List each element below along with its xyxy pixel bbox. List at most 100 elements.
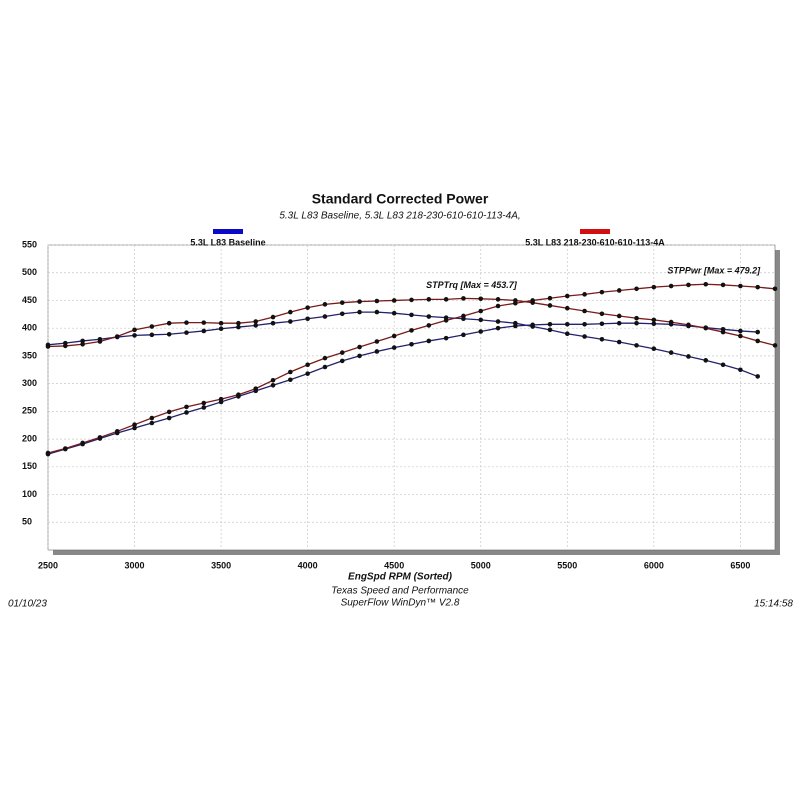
y-tick-label: 250 bbox=[22, 406, 37, 416]
data-point bbox=[686, 282, 691, 288]
data-point bbox=[755, 329, 760, 335]
data-point bbox=[270, 378, 276, 383]
data-point bbox=[478, 329, 484, 334]
y-tick-label: 150 bbox=[22, 461, 37, 471]
x-tick-label: 5500 bbox=[557, 560, 577, 570]
footer: Texas Speed and Performance bbox=[331, 586, 469, 597]
data-point bbox=[322, 364, 328, 370]
data-point bbox=[616, 320, 622, 326]
data-point bbox=[634, 343, 639, 348]
data-point bbox=[391, 345, 397, 350]
data-point bbox=[599, 289, 605, 295]
data-point bbox=[547, 327, 553, 333]
data-point bbox=[547, 303, 553, 308]
data-point bbox=[45, 344, 51, 349]
x-tick-label: 4500 bbox=[384, 560, 404, 570]
data-point bbox=[426, 323, 432, 328]
y-tick-label: 550 bbox=[22, 239, 37, 249]
data-point bbox=[426, 297, 432, 302]
data-point bbox=[616, 288, 622, 293]
data-point bbox=[582, 292, 587, 297]
data-point bbox=[305, 316, 310, 322]
data-point bbox=[409, 297, 414, 303]
data-point bbox=[755, 374, 760, 379]
data-point bbox=[236, 392, 241, 398]
x-tick-label: 4000 bbox=[298, 560, 318, 570]
data-point bbox=[114, 429, 120, 434]
data-point bbox=[755, 284, 760, 290]
data-point bbox=[651, 321, 657, 327]
data-point bbox=[599, 311, 605, 317]
data-point bbox=[703, 325, 709, 331]
data-point bbox=[288, 309, 293, 315]
data-point bbox=[201, 400, 207, 406]
data-point bbox=[634, 320, 639, 326]
data-point bbox=[686, 322, 691, 328]
y-tick-label: 350 bbox=[22, 350, 37, 360]
data-point bbox=[63, 343, 68, 349]
data-point bbox=[651, 284, 657, 290]
data-point bbox=[270, 314, 276, 320]
data-point bbox=[184, 330, 189, 335]
y-tick-label: 400 bbox=[22, 323, 37, 333]
data-point bbox=[288, 369, 293, 375]
data-point bbox=[634, 315, 639, 321]
data-point bbox=[634, 286, 639, 292]
y-tick-label: 50 bbox=[22, 517, 32, 527]
annotation: STPTrq [Max = 453.7] bbox=[426, 280, 518, 290]
data-point bbox=[409, 328, 414, 333]
data-point bbox=[495, 319, 501, 324]
y-tick-label: 500 bbox=[22, 267, 37, 277]
data-point bbox=[426, 314, 432, 319]
x-tick-label: 2500 bbox=[38, 560, 58, 570]
data-point bbox=[201, 328, 207, 334]
data-point bbox=[288, 377, 293, 383]
data-point bbox=[288, 319, 293, 324]
data-point bbox=[599, 336, 605, 342]
data-point bbox=[738, 367, 743, 373]
data-point bbox=[166, 409, 172, 415]
data-line bbox=[47, 322, 758, 455]
data-point bbox=[495, 297, 501, 302]
data-point bbox=[668, 283, 674, 289]
data-point bbox=[495, 325, 501, 331]
data-point bbox=[616, 313, 622, 319]
data-point bbox=[305, 371, 310, 376]
legend-swatch bbox=[580, 229, 610, 234]
data-point bbox=[651, 346, 657, 352]
data-point bbox=[149, 324, 155, 329]
data-point bbox=[582, 334, 587, 339]
data-point bbox=[149, 415, 155, 421]
data-point bbox=[97, 339, 103, 344]
data-point bbox=[322, 302, 328, 307]
data-point bbox=[513, 300, 518, 306]
legend-label: 5.3L L83 218-230-610-610-113-4A bbox=[525, 237, 665, 247]
data-point bbox=[409, 312, 414, 318]
data-point bbox=[374, 298, 380, 304]
data-point bbox=[63, 446, 68, 451]
data-point bbox=[236, 320, 241, 326]
x-tick-label: 6500 bbox=[730, 560, 750, 570]
data-point bbox=[426, 338, 432, 344]
data-point bbox=[132, 425, 137, 431]
data-point bbox=[755, 338, 760, 344]
data-point bbox=[461, 313, 466, 319]
data-point bbox=[564, 305, 570, 311]
data-point bbox=[772, 343, 778, 348]
legend-swatch bbox=[213, 229, 243, 234]
data-point bbox=[201, 320, 207, 325]
data-point bbox=[132, 422, 137, 427]
data-point bbox=[564, 293, 570, 299]
data-point bbox=[149, 420, 155, 426]
data-point bbox=[322, 355, 328, 361]
data-point bbox=[513, 323, 518, 329]
data-point bbox=[720, 362, 726, 368]
legend-label: 5.3L L83 Baseline bbox=[190, 237, 265, 247]
data-point bbox=[253, 323, 259, 328]
data-point bbox=[478, 308, 484, 314]
data-point bbox=[166, 415, 172, 421]
data-point bbox=[184, 404, 189, 410]
data-point bbox=[443, 318, 449, 323]
data-point bbox=[478, 296, 484, 302]
